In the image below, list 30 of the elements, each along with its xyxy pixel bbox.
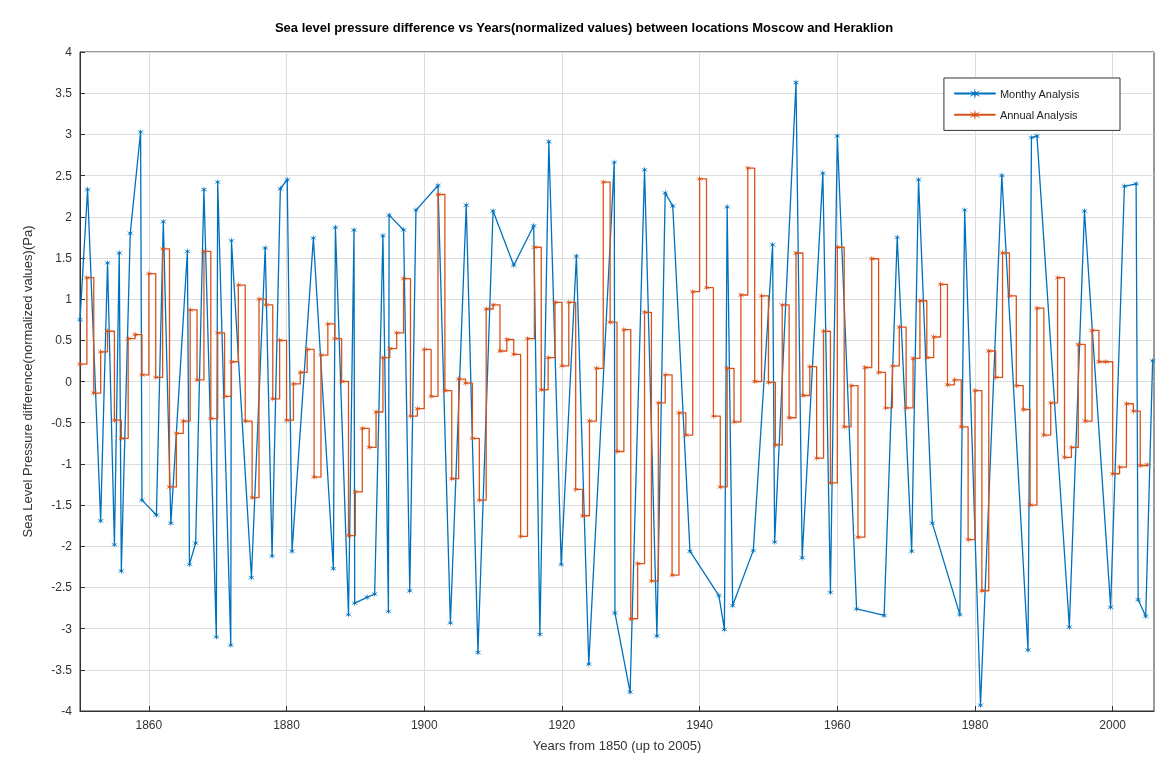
y-tick-label: -0.5 — [51, 415, 73, 430]
x-tick-label: 1960 — [823, 718, 851, 732]
y-tick-label: 2.5 — [55, 168, 73, 183]
x-axis-title: Years from 1850 (up to 2005) — [532, 738, 702, 753]
x-tick-label: 1940 — [686, 718, 714, 732]
y-tick-label: 2 — [65, 209, 73, 224]
y-tick-label: 0 — [65, 374, 73, 389]
y-tick-label: -1 — [61, 456, 73, 471]
y-tick-label: -3.5 — [51, 662, 73, 677]
chart-title: Sea level pressure difference vs Years(normalized values) between locations Moscow and Heraklion — [274, 20, 894, 35]
x-tick-label: 1980 — [961, 718, 989, 732]
y-tick-label: -1.5 — [51, 498, 73, 513]
y-tick-label: -2 — [61, 539, 73, 554]
y-axis-title: Sea Level Pressure difference(normalized values)(Pa) — [20, 225, 35, 538]
y-tick-label: -2.5 — [51, 580, 73, 595]
x-tick-label: 2000 — [1099, 718, 1127, 732]
x-tick-label: 1900 — [410, 718, 438, 732]
y-tick-label: -3 — [61, 621, 73, 636]
y-tick-label: 4 — [65, 45, 73, 59]
y-tick-label: 3.5 — [55, 86, 73, 101]
y-tick-label: 1.5 — [55, 250, 73, 265]
legend-label: Monthy Analysis — [999, 87, 1080, 100]
y-tick-label: 0.5 — [55, 333, 73, 348]
y-tick-label: 3 — [65, 127, 73, 142]
y-tick-label: 1 — [65, 292, 73, 307]
x-tick-label: 1880 — [273, 718, 301, 732]
y-tick-label: -4 — [61, 704, 73, 718]
legend-label: Annual Analysis — [999, 108, 1079, 121]
x-tick-label: 1920 — [548, 718, 576, 732]
x-tick-label: 1860 — [135, 718, 163, 732]
